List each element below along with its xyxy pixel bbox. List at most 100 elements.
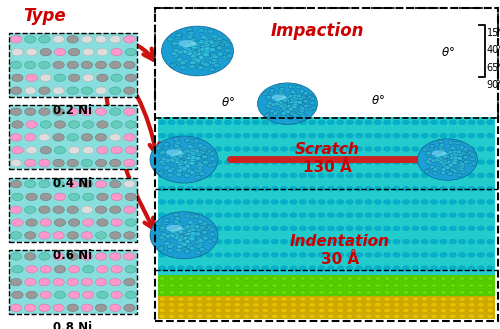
Circle shape: [262, 276, 268, 280]
Circle shape: [168, 160, 175, 164]
Circle shape: [299, 186, 306, 191]
Circle shape: [280, 199, 288, 204]
Circle shape: [303, 100, 308, 103]
Circle shape: [412, 276, 418, 280]
Circle shape: [178, 284, 184, 288]
Circle shape: [346, 186, 354, 191]
Circle shape: [178, 235, 184, 239]
Circle shape: [421, 266, 428, 270]
Circle shape: [253, 291, 259, 294]
Circle shape: [82, 121, 94, 128]
Circle shape: [224, 80, 232, 85]
Ellipse shape: [258, 83, 318, 124]
Circle shape: [458, 266, 466, 270]
Circle shape: [201, 230, 207, 234]
Circle shape: [284, 99, 290, 103]
Circle shape: [163, 145, 169, 149]
Circle shape: [67, 61, 78, 69]
Circle shape: [175, 146, 182, 150]
Circle shape: [82, 266, 94, 273]
Circle shape: [53, 304, 64, 312]
Circle shape: [440, 120, 447, 125]
Circle shape: [67, 180, 78, 188]
Circle shape: [290, 27, 297, 32]
Circle shape: [170, 63, 176, 67]
Circle shape: [10, 180, 22, 188]
Circle shape: [186, 54, 194, 59]
Circle shape: [424, 170, 430, 173]
Circle shape: [308, 14, 316, 19]
Circle shape: [190, 231, 196, 235]
Circle shape: [403, 291, 409, 294]
Circle shape: [202, 231, 207, 235]
Circle shape: [177, 14, 184, 19]
Circle shape: [281, 284, 287, 288]
Circle shape: [178, 165, 184, 169]
Circle shape: [196, 67, 203, 72]
Circle shape: [449, 226, 456, 231]
Circle shape: [290, 173, 297, 178]
Circle shape: [158, 120, 166, 125]
Circle shape: [463, 155, 468, 159]
Circle shape: [178, 154, 184, 158]
Circle shape: [53, 87, 64, 94]
Circle shape: [187, 303, 194, 307]
Circle shape: [234, 93, 241, 98]
Circle shape: [186, 120, 194, 125]
Circle shape: [96, 134, 107, 141]
Circle shape: [111, 193, 122, 201]
Circle shape: [412, 284, 418, 288]
Circle shape: [450, 167, 456, 171]
Circle shape: [430, 160, 438, 164]
Circle shape: [180, 241, 186, 245]
Circle shape: [224, 146, 232, 151]
Circle shape: [170, 230, 175, 234]
Circle shape: [346, 252, 354, 257]
Circle shape: [328, 308, 334, 313]
Circle shape: [327, 54, 334, 59]
Circle shape: [356, 67, 363, 72]
Circle shape: [12, 291, 23, 299]
Circle shape: [299, 89, 304, 93]
Circle shape: [26, 266, 38, 273]
Circle shape: [286, 105, 290, 108]
Circle shape: [182, 235, 188, 239]
Circle shape: [487, 314, 494, 318]
Circle shape: [190, 41, 196, 45]
Circle shape: [54, 266, 66, 273]
Circle shape: [199, 227, 205, 231]
Circle shape: [308, 40, 316, 45]
Circle shape: [184, 163, 190, 167]
Circle shape: [308, 213, 316, 217]
Circle shape: [468, 226, 475, 231]
Circle shape: [180, 158, 186, 162]
Circle shape: [402, 308, 409, 313]
Circle shape: [206, 199, 213, 204]
Circle shape: [393, 133, 400, 138]
Circle shape: [204, 49, 210, 54]
Circle shape: [298, 106, 304, 109]
Circle shape: [159, 303, 166, 307]
Circle shape: [217, 52, 224, 56]
Circle shape: [299, 133, 306, 138]
Circle shape: [327, 266, 334, 270]
Circle shape: [190, 55, 197, 59]
Circle shape: [336, 186, 344, 191]
Circle shape: [82, 291, 94, 299]
Circle shape: [24, 61, 36, 69]
Circle shape: [206, 266, 213, 270]
Circle shape: [186, 27, 194, 32]
Circle shape: [366, 291, 372, 294]
Circle shape: [125, 48, 136, 56]
Circle shape: [124, 87, 135, 94]
Circle shape: [124, 206, 135, 214]
Circle shape: [318, 239, 326, 244]
Circle shape: [346, 199, 354, 204]
Circle shape: [280, 186, 288, 191]
Circle shape: [328, 314, 334, 318]
Circle shape: [468, 54, 475, 59]
Circle shape: [303, 91, 308, 95]
Circle shape: [477, 67, 484, 72]
Circle shape: [169, 167, 175, 171]
Circle shape: [191, 45, 198, 49]
